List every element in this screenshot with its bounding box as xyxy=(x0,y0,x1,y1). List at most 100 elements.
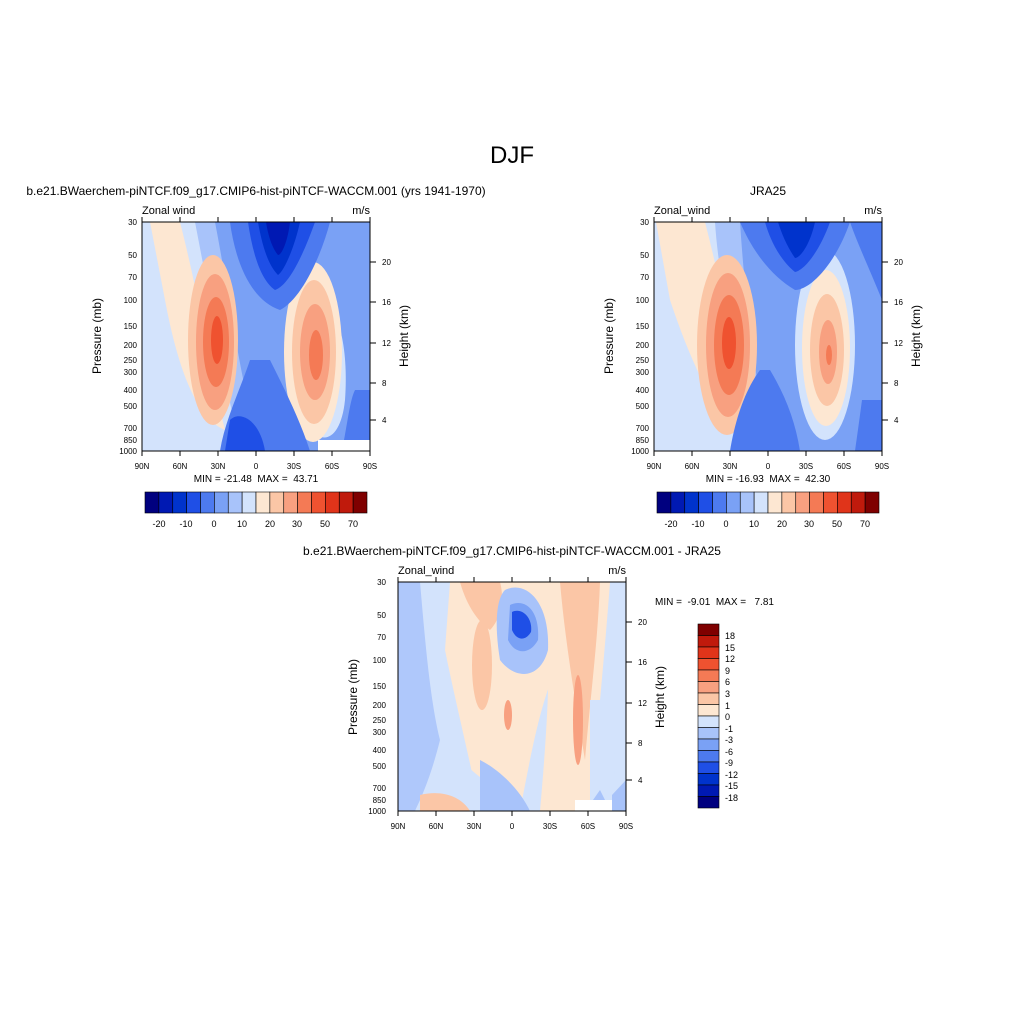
y-tick-label: 850 xyxy=(636,436,650,445)
y-tick-label: 200 xyxy=(636,341,650,350)
colorbar-label: 15 xyxy=(725,643,735,653)
colorbar-swatch xyxy=(311,491,326,514)
colorbar-swatch xyxy=(283,491,298,514)
colorbar-label: 20 xyxy=(265,519,275,529)
colorbar-swatch xyxy=(809,491,824,514)
y-tick-label: 850 xyxy=(124,436,138,445)
y-tick-label: 150 xyxy=(373,682,387,691)
colorbar-swatch xyxy=(781,491,797,514)
height-tick-label: 8 xyxy=(894,379,899,388)
colorbar-label: -20 xyxy=(152,519,165,529)
y-axis-right-title: Height (km) xyxy=(909,305,923,367)
colorbar-swatch xyxy=(200,491,215,514)
colorbar-swatch xyxy=(297,491,312,514)
colorbar-label: 20 xyxy=(777,519,787,529)
x-axis: 90N 60N 30N 0 30S 60S 90S xyxy=(135,462,377,471)
stats-label: MIN = -16.93 MAX = 42.30 xyxy=(706,474,831,485)
y-tick-label: 400 xyxy=(636,386,650,395)
page-title: DJF xyxy=(490,142,534,169)
y-tick-label: 300 xyxy=(373,728,387,737)
x-tick-label: 60S xyxy=(325,462,339,471)
y-tick-label: 150 xyxy=(124,322,138,331)
x-tick-label: 0 xyxy=(510,822,515,831)
y-axis-height: 20 16 12 8 4 xyxy=(882,258,903,425)
units-label: m/s xyxy=(608,565,626,577)
panel-difference: b.e21.BWaerchem-piNTCF.f09_g17.CMIP6-his… xyxy=(303,544,774,831)
colorbar-label: 6 xyxy=(725,677,730,687)
colorbar-swatch xyxy=(656,491,672,514)
y-tick-label: 1000 xyxy=(119,447,137,456)
y-tick-label: 50 xyxy=(377,611,386,620)
y-axis-pressure: 30 50 70 100 150 200 250 300 400 500 700… xyxy=(631,218,649,456)
colorbar-label: 1 xyxy=(725,701,730,711)
y-tick-label: 500 xyxy=(373,762,387,771)
colorbar-vertical: 18 15 12 9 6 3 1 0 -1 -3 -6 -9 -12 -15 -… xyxy=(697,623,738,809)
x-tick-label: 90S xyxy=(875,462,889,471)
panel-title: JRA25 xyxy=(750,184,786,198)
x-tick-label: 90S xyxy=(363,462,377,471)
colorbar-swatch xyxy=(338,491,354,514)
y-tick-label: 50 xyxy=(128,251,137,260)
colorbar-swatch xyxy=(697,715,720,728)
colorbar-label: 12 xyxy=(725,654,735,664)
colorbar-swatch xyxy=(158,491,174,514)
colorbar-swatch xyxy=(823,491,838,514)
height-tick-label: 16 xyxy=(638,658,647,667)
colorbar-label: 18 xyxy=(725,631,735,641)
variable-label: Zonal_wind xyxy=(654,205,710,217)
y-tick-label: 250 xyxy=(636,356,650,365)
colorbar-label: -1 xyxy=(725,724,733,734)
colorbar-label: 50 xyxy=(320,519,330,529)
contour-field xyxy=(654,222,882,451)
stats-label: MIN = -21.48 MAX = 43.71 xyxy=(194,474,319,485)
y-tick-label: 300 xyxy=(636,368,650,377)
y-axis-pressure: 30 50 70 100 150 200 250 300 400 500 700… xyxy=(119,218,137,456)
colorbar-swatch xyxy=(697,750,720,763)
y-tick-label: 200 xyxy=(124,341,138,350)
height-tick-label: 16 xyxy=(382,298,391,307)
colorbar-swatch xyxy=(697,761,720,774)
colorbar-swatch xyxy=(795,491,810,514)
height-tick-label: 4 xyxy=(894,416,899,425)
x-tick-label: 30N xyxy=(467,822,482,831)
panel-title: b.e21.BWaerchem-piNTCF.f09_g17.CMIP6-his… xyxy=(26,184,485,198)
height-tick-label: 12 xyxy=(638,699,647,708)
x-tick-label: 60S xyxy=(581,822,595,831)
colorbar-swatch xyxy=(697,646,720,659)
x-tick-label: 90N xyxy=(647,462,662,471)
y-tick-label: 100 xyxy=(373,656,387,665)
y-axis-title: Pressure (mb) xyxy=(346,659,360,735)
colorbar-swatch xyxy=(698,491,713,514)
y-tick-label: 700 xyxy=(124,424,138,433)
y-tick-label: 250 xyxy=(124,356,138,365)
x-tick-label: 90S xyxy=(619,822,633,831)
colorbar-swatch xyxy=(726,491,741,514)
x-tick-label: 0 xyxy=(254,462,259,471)
x-tick-label: 60N xyxy=(173,462,188,471)
colorbar: -20 -10 0 10 20 30 50 70 xyxy=(656,491,880,529)
colorbar-swatch xyxy=(697,738,720,751)
colorbar-swatch xyxy=(697,704,720,717)
x-tick-label: 60S xyxy=(837,462,851,471)
variable-label: Zonal_wind xyxy=(398,565,454,577)
colorbar-swatch xyxy=(697,796,720,809)
colorbar-label: 3 xyxy=(725,689,730,699)
colorbar-swatch xyxy=(684,491,699,514)
y-tick-label: 850 xyxy=(373,796,387,805)
x-tick-label: 60N xyxy=(685,462,700,471)
colorbar-swatch xyxy=(697,773,720,786)
units-label: m/s xyxy=(352,205,370,217)
colorbar-label: 70 xyxy=(348,519,358,529)
colorbar-label: -18 xyxy=(725,793,738,803)
y-tick-label: 700 xyxy=(373,784,387,793)
colorbar-swatch xyxy=(186,491,201,514)
y-tick-label: 70 xyxy=(377,633,386,642)
colorbar-label: -10 xyxy=(179,519,192,529)
colorbar-swatch xyxy=(697,727,720,740)
y-tick-label: 50 xyxy=(640,251,649,260)
y-axis-pressure: 30 50 70 100 150 200 250 300 400 500 700… xyxy=(368,578,386,816)
colorbar-swatch xyxy=(767,491,783,514)
colorbar-swatch xyxy=(255,491,271,514)
colorbar-swatch xyxy=(352,491,368,514)
